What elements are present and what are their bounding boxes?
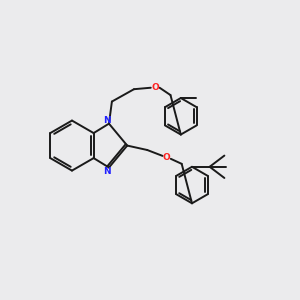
- Text: O: O: [151, 83, 159, 92]
- Text: O: O: [163, 153, 170, 162]
- Text: N: N: [103, 116, 110, 124]
- Text: N: N: [103, 167, 110, 176]
